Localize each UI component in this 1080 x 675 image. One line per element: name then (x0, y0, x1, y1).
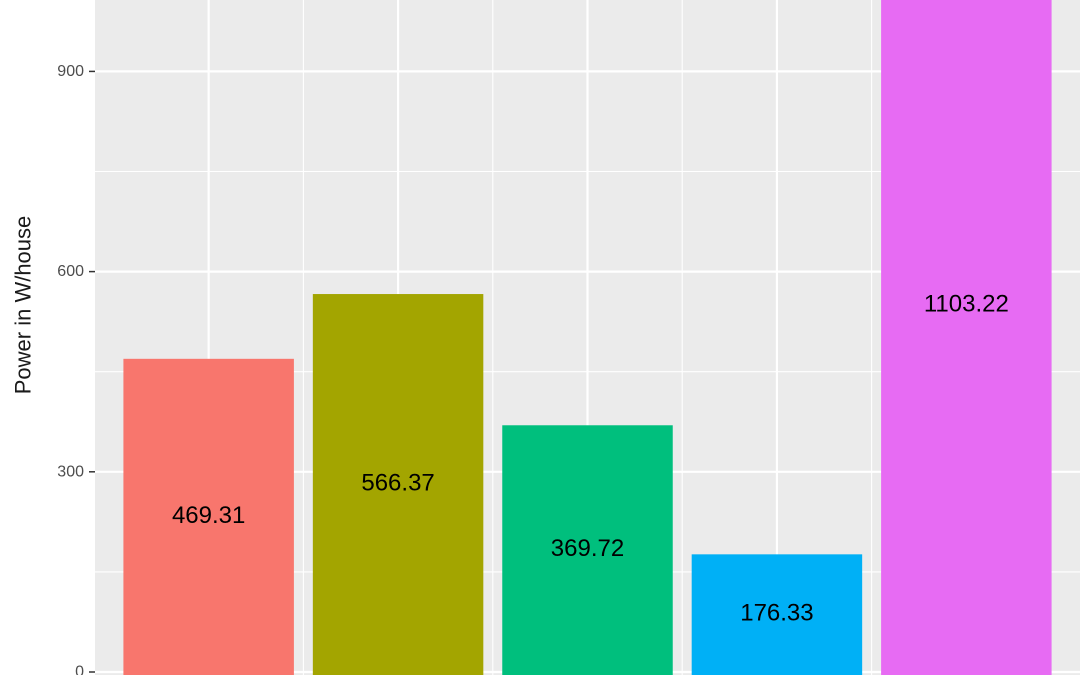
bars (123, 0, 1052, 675)
y-tick-label: 900 (57, 63, 84, 80)
bar-value-label: 566.37 (361, 470, 434, 497)
bar (502, 425, 673, 675)
y-axis-title: Power in W/house (11, 216, 36, 395)
y-axis: 0 300 600 900 (57, 63, 95, 675)
bar (881, 0, 1052, 675)
bar (312, 294, 484, 675)
bar-value-label: 369.72 (551, 535, 624, 562)
bar (691, 554, 863, 675)
y-tick-label: 300 (57, 463, 84, 480)
y-tick-label: 600 (57, 263, 84, 280)
bar-value-label: 176.33 (740, 600, 813, 627)
bar-value-label: 1103.22 (924, 290, 1009, 317)
bar-value-label: 469.31 (172, 502, 245, 529)
bar-value-labels: 469.31 566.37 369.72 176.33 1103.22 (172, 290, 1009, 626)
bar (123, 358, 294, 675)
y-tick-label: 0 (75, 664, 84, 675)
